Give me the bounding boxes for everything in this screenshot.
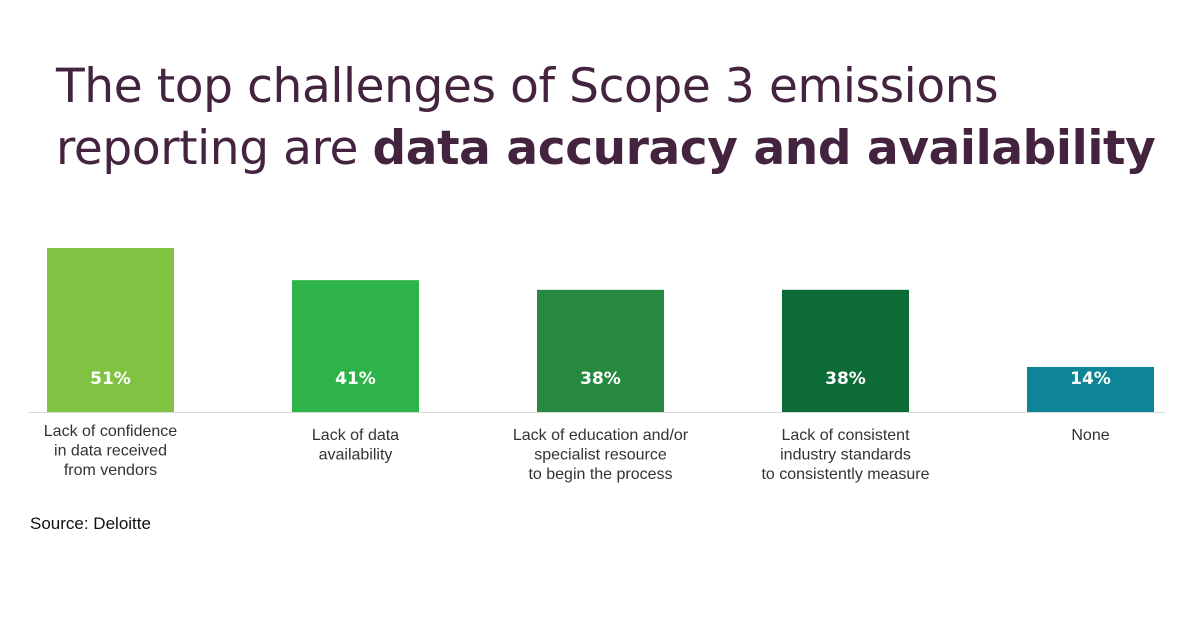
source-note: Source: Deloitte (30, 514, 151, 533)
category-label-line: Lack of confidence (44, 423, 178, 440)
title-line-1: The top challenges of Scope 3 emissions (56, 59, 999, 114)
bar-5 (1027, 366, 1154, 412)
category-label-line: Lack of data (312, 427, 399, 444)
bar-value-label-2: 41% (335, 369, 376, 389)
category-label-line: availability (319, 447, 393, 464)
category-label-line: Lack of consistent (781, 427, 910, 444)
category-label-line: to begin the process (528, 466, 672, 483)
category-label-line: in data received (54, 443, 167, 460)
bar-value-label-3: 38% (580, 369, 621, 389)
bar-4 (782, 289, 909, 412)
bar-value-label-1: 51% (90, 369, 131, 389)
category-label-line: None (1071, 427, 1109, 444)
bar-1 (47, 248, 174, 412)
category-label-line: specialist resource (534, 447, 667, 464)
category-label-3: Lack of education and/or specialist resou… (513, 427, 689, 483)
bar-3 (537, 289, 664, 412)
category-label-1: Lack of confidence in data received from v… (44, 423, 178, 479)
bar-value-label-5: 14% (1070, 369, 1111, 389)
chart-title: The top challenges of Scope 3 emissions … (56, 56, 1176, 180)
bar-value-label-4: 38% (825, 369, 866, 389)
category-label-2: Lack of data availability (312, 427, 399, 464)
title-line-2-prefix: reporting are (56, 121, 373, 176)
title-line-2-bold: data accuracy and availability (372, 121, 1156, 176)
category-label-4: Lack of consistent industry standards to c… (761, 427, 929, 483)
category-label-line: to consistently measure (761, 466, 929, 483)
category-label-line: industry standards (780, 447, 911, 464)
bar-2 (292, 280, 419, 412)
category-label-line: from vendors (64, 462, 157, 479)
category-label-line: Lack of education and/or (513, 427, 689, 444)
category-label-5: None (1071, 427, 1109, 444)
